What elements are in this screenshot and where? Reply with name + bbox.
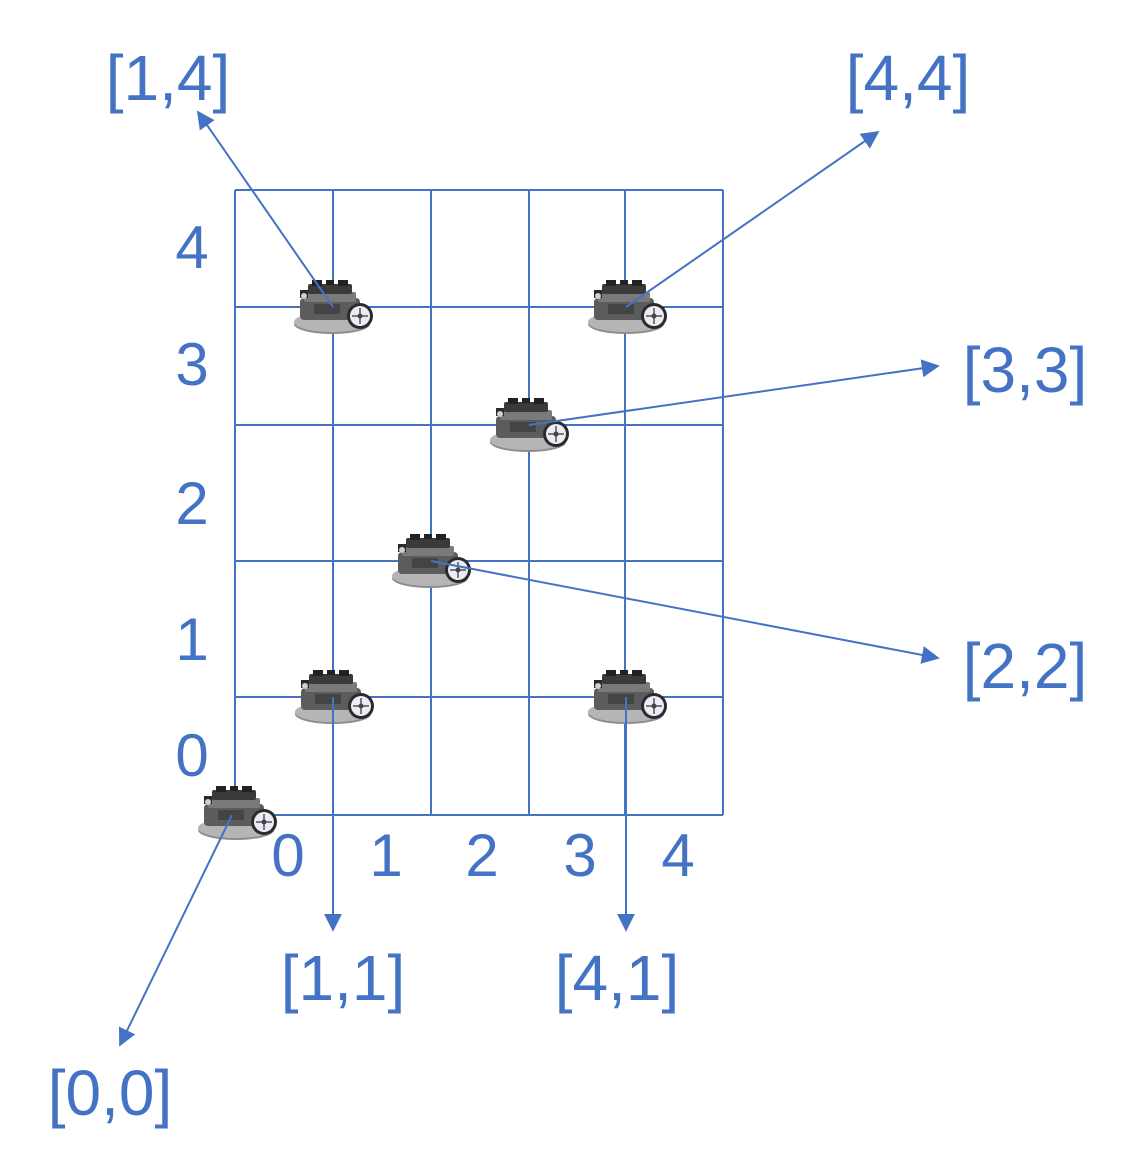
coordinate-label: [0,0] — [48, 1057, 173, 1129]
pointer-arrow — [196, 110, 334, 308]
x-tick-label: 2 — [465, 822, 498, 889]
coordinate-label: [1,1] — [281, 942, 406, 1014]
x-tick-label: 1 — [369, 822, 402, 889]
pointer-arrow — [625, 130, 880, 308]
pointer-arrow — [430, 560, 940, 664]
robot-icon — [197, 785, 278, 841]
coordinate-label: [4,1] — [555, 942, 680, 1014]
robot-icon — [294, 669, 375, 725]
robot-icon — [293, 279, 374, 335]
x-tick-label: 4 — [661, 822, 694, 889]
coordinate-labels: [0,0] [1,1] [4,1] [2,2] [3,3] [1,4] [4,4] — [48, 42, 1088, 1129]
coordinate-label: [4,4] — [846, 42, 971, 114]
y-tick-label: 3 — [175, 331, 208, 398]
robot-icon — [587, 669, 668, 725]
x-tick-label: 0 — [271, 822, 304, 889]
pointer-arrow — [528, 359, 940, 426]
y-tick-label: 4 — [175, 214, 208, 281]
y-tick-label: 0 — [175, 722, 208, 789]
y-tick-label: 1 — [175, 606, 208, 673]
coordinate-label: [1,4] — [106, 42, 231, 114]
pointer-arrow — [119, 814, 233, 1047]
arrows — [119, 110, 940, 1047]
x-tick-label: 3 — [563, 822, 596, 889]
coordinate-label: [3,3] — [963, 334, 1088, 406]
y-tick-label: 2 — [175, 470, 208, 537]
coordinate-label: [2,2] — [963, 630, 1088, 702]
